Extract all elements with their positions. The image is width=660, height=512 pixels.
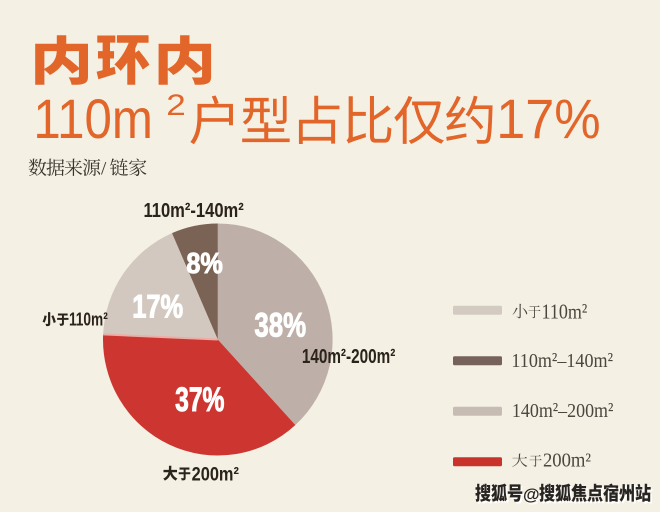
svg-text:8%: 8% [186, 248, 223, 280]
svg-text:38%: 38% [254, 306, 306, 344]
svg-text:200m²: 200m² [192, 464, 240, 486]
svg-text:110m: 110m [33, 87, 152, 150]
svg-text:110m²-140m²: 110m²-140m² [143, 200, 243, 222]
svg-text:110m²: 110m² [542, 299, 588, 323]
svg-text:37%: 37% [175, 381, 224, 419]
svg-text:110m²–140m²: 110m²–140m² [511, 350, 613, 372]
svg-text:17%: 17% [132, 288, 183, 324]
svg-text:110m²: 110m² [69, 309, 108, 330]
svg-text:140m²–200m²: 140m²–200m² [512, 400, 613, 422]
svg-text:200m²: 200m² [543, 451, 591, 472]
svg-text:@: @ [523, 485, 540, 504]
svg-text:2: 2 [166, 89, 186, 122]
svg-text:/: / [101, 159, 107, 180]
svg-text:17%: 17% [496, 87, 600, 150]
svg-text:140m²-200m²: 140m²-200m² [302, 346, 396, 368]
svg-text:@: @ [525, 487, 542, 506]
